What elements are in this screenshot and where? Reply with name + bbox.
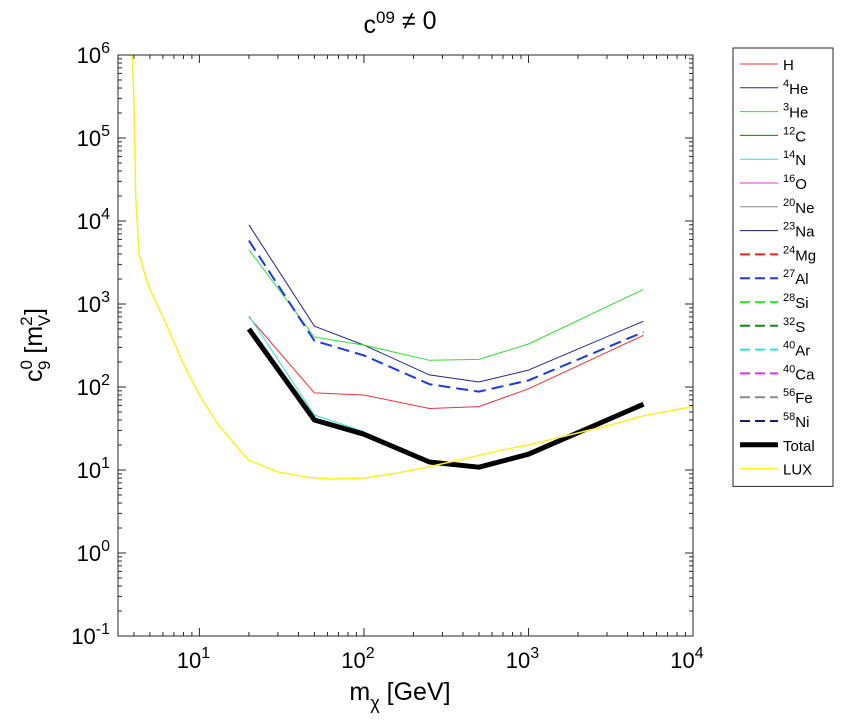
y-tick-label: 100 xyxy=(77,538,110,566)
legend-label-h: H xyxy=(783,57,794,74)
legend-label-4he: 4He xyxy=(783,78,808,98)
y-tick-label: 106 xyxy=(77,40,110,68)
y-tick-label: 104 xyxy=(77,206,110,234)
y-axis-ticks: 10-1 100 101 102 103 104 105 106 xyxy=(71,40,110,649)
legend-label-40ar: 40Ar xyxy=(783,340,810,360)
series-line-lux xyxy=(131,55,693,480)
x-tick-label: 103 xyxy=(506,645,539,673)
legend-label-3he: 3He xyxy=(783,102,808,122)
series-line-4he xyxy=(248,224,644,383)
x-axis-label: mχ [GeV] xyxy=(349,678,450,713)
series-line-h xyxy=(248,316,644,409)
legend-label-56fe: 56Fe xyxy=(783,387,813,407)
legend-label-total: Total xyxy=(783,438,815,455)
legend-label-28si: 28Si xyxy=(783,292,809,312)
x-tick-label: 102 xyxy=(341,645,374,673)
y-tick-label: 105 xyxy=(77,123,110,151)
axes-box xyxy=(117,54,694,637)
legend-label-16o: 16O xyxy=(783,173,807,193)
x-tick-label: 104 xyxy=(670,645,703,673)
legend-label-24mg: 24Mg xyxy=(783,244,816,264)
legend-label-23na: 23Na xyxy=(783,221,815,241)
legend-label-40ca: 40Ca xyxy=(783,363,815,383)
y-tick-label: 101 xyxy=(77,455,110,483)
legend-label-14n: 14N xyxy=(783,149,806,169)
series-line-3he xyxy=(248,249,644,361)
x-axis-ticks: 101 102 103 104 xyxy=(177,645,704,673)
series-line-27al xyxy=(248,240,644,393)
series-layer xyxy=(131,55,693,480)
y-tick-label: 10-1 xyxy=(71,621,110,649)
legend-label-27al: 27Al xyxy=(783,268,809,288)
legend-label-32s: 32S xyxy=(783,316,805,336)
legend: H 4He 3He 12C 14N 16O 20Ne 23Na 24Mg 27Al 28Si 32S 4… xyxy=(732,47,834,487)
legend-label-lux: LUX xyxy=(783,462,812,479)
axes-frame xyxy=(117,54,694,637)
legend-label-58ni: 58Ni xyxy=(783,411,809,431)
legend-label-12c: 12C xyxy=(783,125,806,145)
series-line-total xyxy=(246,327,645,470)
y-tick-label: 102 xyxy=(77,372,110,400)
chart-title: c09 ≠ 0 xyxy=(364,7,437,39)
plot-area xyxy=(118,55,693,636)
series-line-14n xyxy=(248,315,365,433)
legend-box xyxy=(732,47,834,487)
legend-label-20ne: 20Ne xyxy=(783,197,814,217)
y-axis-label: c09 [m2V] xyxy=(17,308,54,382)
y-tick-label: 103 xyxy=(77,289,110,317)
plot-background xyxy=(118,55,693,636)
x-tick-label: 101 xyxy=(177,645,210,673)
